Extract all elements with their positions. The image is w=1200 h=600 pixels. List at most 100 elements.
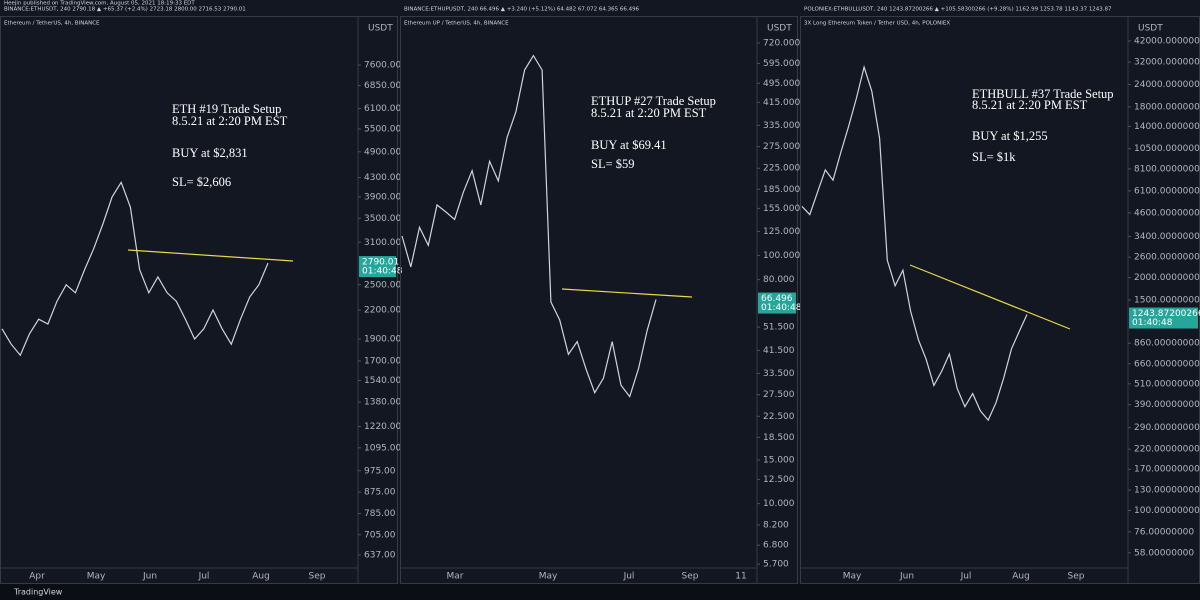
y-tick-label: 130.00000000 xyxy=(1134,486,1200,496)
y-tick-label: 3100.00 xyxy=(364,238,401,248)
y-tick-label: 1540.00 xyxy=(364,376,401,386)
x-tick-label: Jul xyxy=(623,572,635,582)
panel-border xyxy=(0,16,398,584)
y-tick-label: 275.000 xyxy=(763,142,800,152)
x-tick-label: 11 xyxy=(735,572,746,582)
annotation: ETHUP #27 Trade Setup xyxy=(591,94,716,108)
y-tick-label: 495.000 xyxy=(763,79,800,89)
price-label: 2790.01 xyxy=(362,258,399,268)
y-tick-label: 8100.00000000 xyxy=(1134,164,1200,174)
price-label: 1243.87200266 xyxy=(1132,309,1200,319)
y-tick-label: 10.000 xyxy=(763,499,795,509)
y-tick-label: 875.00 xyxy=(364,488,396,498)
x-tick-label: May xyxy=(843,572,862,582)
y-tick-label: 170.00000000 xyxy=(1134,465,1200,475)
y-tick-label: 8.200 xyxy=(763,521,789,531)
annotation: BUY at $2,831 xyxy=(172,146,248,160)
y-tick-label: 2600.00000000 xyxy=(1134,253,1200,263)
y-tick-label: 860.00000000 xyxy=(1134,339,1200,349)
y-tick-label: 4600.00000000 xyxy=(1134,208,1200,218)
axis-unit: USDT xyxy=(767,24,792,34)
trend-line xyxy=(127,249,294,262)
y-tick-label: 14000.00000000 xyxy=(1134,122,1200,132)
x-tick-label: Sep xyxy=(682,572,699,582)
y-tick-label: 6100.00000000 xyxy=(1134,186,1200,196)
y-tick-label: 3400.00000000 xyxy=(1134,232,1200,242)
countdown: 01:40:48 xyxy=(761,303,802,313)
x-tick-label: Mar xyxy=(447,572,464,582)
axis-unit: USDT xyxy=(368,24,393,34)
y-tick-label: 15.000 xyxy=(763,455,795,465)
y-tick-label: 58.00000000 xyxy=(1134,548,1194,558)
annotation: 8.5.21 at 2:20 PM EST xyxy=(591,106,707,120)
y-tick-label: 3500.00 xyxy=(364,214,401,224)
y-tick-label: 595.000 xyxy=(763,59,800,69)
y-tick-label: 27.500 xyxy=(763,390,795,400)
y-tick-label: 155.000 xyxy=(763,204,800,214)
chart-title: Ethereum UP / TetherUS, 4h, BINANCE xyxy=(404,21,509,27)
y-tick-label: 2200.00 xyxy=(364,306,401,316)
y-tick-label: 41.500 xyxy=(763,346,795,356)
y-tick-label: 1700.00 xyxy=(364,356,401,366)
y-tick-label: 290.00000000 xyxy=(1134,423,1200,433)
annotation: BUY at $1,255 xyxy=(972,129,1048,143)
x-tick-label: Sep xyxy=(1068,572,1085,582)
x-tick-label: Jun xyxy=(142,572,157,582)
y-tick-label: 785.00 xyxy=(364,509,396,519)
price-label-box xyxy=(1129,307,1198,329)
annotation: ETH #19 Trade Setup xyxy=(172,102,281,116)
y-tick-label: 22.500 xyxy=(763,412,795,422)
x-tick-label: Apr xyxy=(29,572,45,582)
x-tick-label: Jul xyxy=(198,572,210,582)
y-tick-label: 335.000 xyxy=(763,121,800,131)
y-tick-label: 33.500 xyxy=(763,369,795,379)
y-tick-label: 10500.00000000 xyxy=(1134,144,1200,154)
footer-brand: TradingView xyxy=(13,588,63,597)
y-tick-label: 660.00000000 xyxy=(1134,359,1200,369)
x-tick-label: Aug xyxy=(1012,572,1030,582)
y-tick-label: 6850.00 xyxy=(364,81,401,91)
annotation: SL= $2,606 xyxy=(172,175,231,189)
y-tick-label: 4900.00 xyxy=(364,147,401,157)
price-label-box xyxy=(359,256,396,278)
y-tick-label: 100.00000000 xyxy=(1134,506,1200,516)
y-tick-label: 1900.00 xyxy=(364,334,401,344)
y-tick-label: 5.700 xyxy=(763,560,789,570)
y-tick-label: 3900.00 xyxy=(364,192,401,202)
y-tick-label: 51.500 xyxy=(763,323,795,333)
annotation: SL= $59 xyxy=(591,157,635,171)
trend-line xyxy=(909,264,1071,330)
price-line xyxy=(401,54,657,398)
symbol-line: BINANCE:ETHUPUSDT, 240 66.496 ▲ +3.240 (… xyxy=(404,7,640,13)
y-tick-label: 7600.00 xyxy=(364,61,401,71)
chart-title: 3X Long Ethereum Token / Tether USD, 4h,… xyxy=(804,21,950,27)
y-tick-label: 225.000 xyxy=(763,164,800,174)
y-tick-label: 185.000 xyxy=(763,185,800,195)
y-tick-label: 705.00 xyxy=(364,530,396,540)
countdown: 01:40:48 xyxy=(1132,318,1173,328)
annotation: ETHBULL #37 Trade Setup xyxy=(972,87,1114,101)
y-tick-label: 720.000 xyxy=(763,38,800,48)
price-line xyxy=(801,64,1028,422)
price-label: 66.496 xyxy=(761,294,793,304)
y-tick-label: 42000.00000000 xyxy=(1134,36,1200,46)
y-tick-label: 6.800 xyxy=(763,541,789,551)
y-tick-label: 12.500 xyxy=(763,475,795,485)
x-tick-label: Jul xyxy=(960,572,972,582)
y-tick-label: 510.00000000 xyxy=(1134,379,1200,389)
y-tick-label: 4300.00 xyxy=(364,173,401,183)
publisher: Heejin published on TradingView.com, Aug… xyxy=(4,1,195,7)
countdown: 01:40:48 xyxy=(362,267,403,277)
footer-bar xyxy=(0,584,1200,600)
annotation: 8.5.21 at 2:20 PM EST xyxy=(972,98,1088,112)
price-label-box xyxy=(758,292,796,314)
x-tick-label: Aug xyxy=(252,572,270,582)
y-tick-label: 1095.00 xyxy=(364,443,401,453)
y-tick-label: 220.00000000 xyxy=(1134,445,1200,455)
y-tick-label: 24000.00000000 xyxy=(1134,80,1200,90)
annotation: 8.5.21 at 2:20 PM EST xyxy=(172,114,288,128)
y-tick-label: 6100.00 xyxy=(364,104,401,114)
y-tick-label: 76.00000000 xyxy=(1134,527,1194,537)
